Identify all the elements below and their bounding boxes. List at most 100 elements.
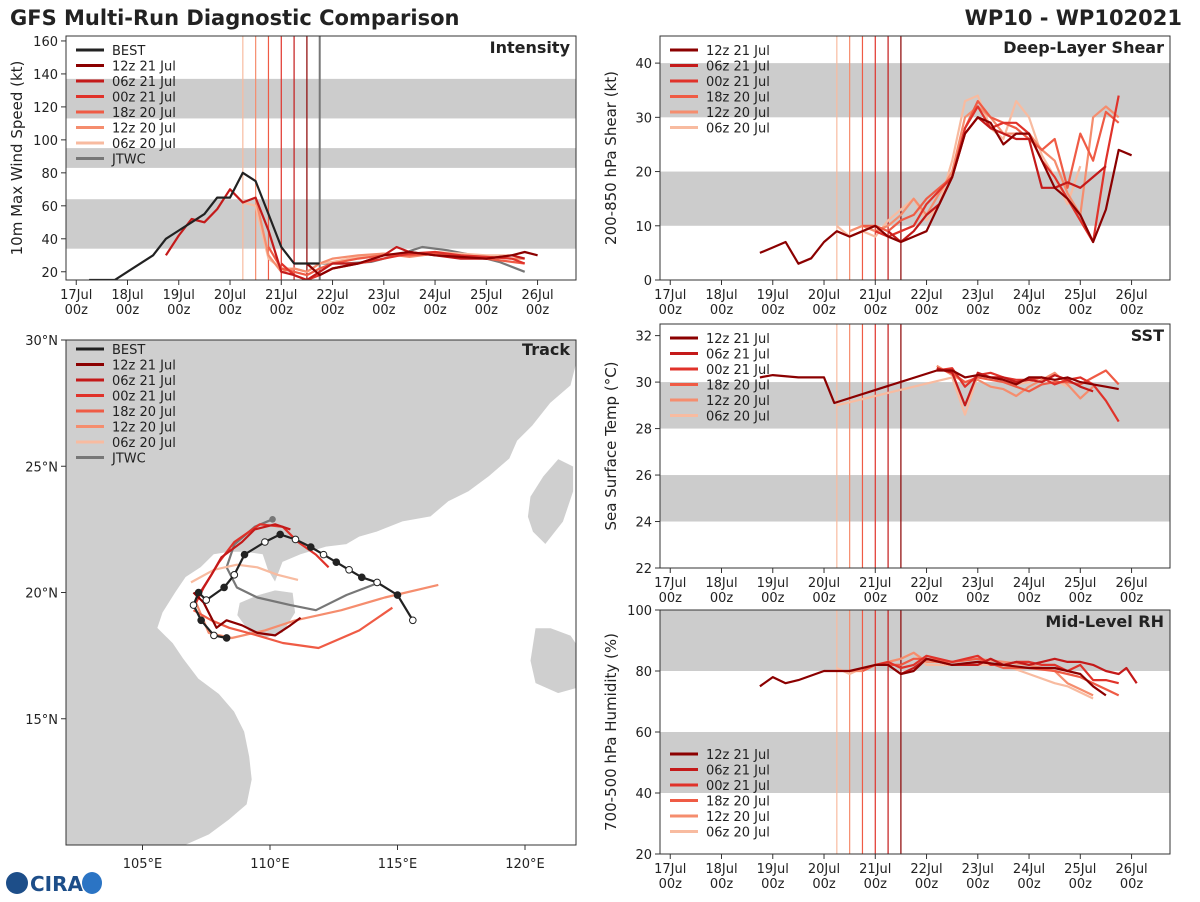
x-tick-label: 17Jul: [60, 288, 92, 303]
series-line-12z-21-jul: [759, 116, 1133, 265]
x-tick-label: 19Jul: [757, 576, 789, 591]
panel-title: Mid-Level RH: [1045, 612, 1164, 631]
best-track-point: [345, 565, 353, 574]
y-tick-label: 22: [635, 562, 652, 577]
legend-label: 12z 20 Jul: [706, 394, 770, 409]
legend-label: 00z 21 Jul: [706, 363, 770, 378]
x-tick-label: 00z: [915, 877, 939, 892]
x-tick-label: 19Jul: [757, 288, 789, 303]
plot-frame: [659, 323, 1171, 569]
x-tick-label: 20Jul: [808, 288, 840, 303]
best-track-point: [202, 596, 211, 604]
x-tick-label: 00z: [659, 303, 683, 318]
jtwc-track-point: [269, 515, 276, 523]
x-tick-label: 00z: [116, 303, 140, 318]
rh-panel: 2040608010017Jul00z18Jul00z19Jul00z20Jul…: [602, 604, 1171, 892]
x-tick-label: 23Jul: [962, 288, 994, 303]
best-track-point: [319, 550, 328, 559]
x-tick-label: 24Jul: [1013, 576, 1045, 591]
y-tick-label: 20: [635, 848, 652, 863]
x-tick-label: 24Jul: [419, 288, 451, 303]
legend-label: 06z 20 Jul: [112, 137, 176, 152]
legend-label: 18z 20 Jul: [706, 91, 770, 106]
lat-label: 20°N: [25, 587, 58, 602]
series-line-12z-21-jul: [759, 657, 1107, 697]
x-tick-label: 19Jul: [757, 862, 789, 877]
legend-label: 12z 21 Jul: [706, 44, 770, 59]
x-tick-label: 25Jul: [470, 288, 502, 303]
x-tick-label: 21Jul: [265, 288, 297, 303]
y-tick-label: 40: [635, 787, 652, 802]
y-tick-label: 120: [33, 101, 58, 116]
intensity-panel: 2040608010012014016017Jul00z18Jul00z19Ju…: [8, 35, 577, 318]
shaded-band: [660, 610, 1170, 671]
storm-id: WP10 - WP102021: [964, 6, 1182, 30]
panel-title: Intensity: [490, 38, 571, 57]
legend-label: 12z 20 Jul: [112, 122, 176, 137]
x-tick-label: 26Jul: [1115, 288, 1147, 303]
lat-label: 15°N: [25, 713, 58, 728]
series-line-06z-21-jul: [887, 116, 1107, 244]
x-tick-label: 00z: [966, 303, 990, 318]
x-tick-label: 17Jul: [654, 288, 686, 303]
y-tick-label: 140: [33, 68, 58, 83]
x-tick-label: 18Jul: [705, 862, 737, 877]
x-tick-label: 21Jul: [859, 862, 891, 877]
shaded-band: [660, 382, 1170, 429]
legend-label: 06z 21 Jul: [112, 75, 176, 90]
y-tick-label: 32: [635, 330, 652, 345]
series-line-12z-21-jul: [306, 250, 538, 277]
y-axis-label: 10m Max Wind Speed (kt): [8, 61, 26, 256]
x-tick-label: 25Jul: [1064, 288, 1096, 303]
legend-label: 06z 21 Jul: [706, 348, 770, 363]
y-tick-label: 60: [635, 726, 652, 741]
shear-panel: 01020304017Jul00z18Jul00z19Jul00z20Jul00…: [602, 35, 1171, 318]
x-tick-label: 00z: [761, 591, 785, 606]
x-tick-label: 20Jul: [808, 862, 840, 877]
x-tick-label: 00z: [1120, 877, 1144, 892]
track-line-06z-21-jul: [197, 523, 291, 596]
lat-label: 30°N: [25, 334, 58, 349]
x-tick-label: 00z: [1069, 877, 1093, 892]
x-tick-label: 26Jul: [1115, 576, 1147, 591]
y-tick-label: 40: [635, 57, 652, 72]
lon-label: 110°E: [250, 857, 290, 872]
x-tick-label: 21Jul: [859, 288, 891, 303]
x-tick-label: 24Jul: [1013, 862, 1045, 877]
plot-frame: [659, 35, 1171, 281]
x-tick-label: 00z: [475, 303, 499, 318]
x-tick-label: 00z: [1069, 591, 1093, 606]
x-tick-label: 00z: [423, 303, 447, 318]
logo-text: CIRA: [30, 872, 84, 896]
x-tick-label: 26Jul: [1115, 862, 1147, 877]
x-tick-label: 00z: [321, 303, 345, 318]
panel-title: SST: [1131, 326, 1164, 345]
shaded-band: [66, 199, 576, 249]
legend-label: 18z 20 Jul: [112, 405, 176, 420]
x-tick-label: 00z: [659, 877, 683, 892]
y-tick-label: 80: [41, 167, 58, 182]
legend-label: JTWC: [111, 153, 146, 168]
x-tick-label: 18Jul: [705, 576, 737, 591]
y-tick-label: 10: [635, 220, 652, 235]
x-tick-label: 00z: [1120, 591, 1144, 606]
legend-label: 06z 21 Jul: [706, 764, 770, 779]
best-track-point: [332, 558, 341, 567]
track-line-12z-21-jul: [192, 591, 302, 637]
best-track-point: [393, 591, 402, 599]
best-track-point: [373, 578, 381, 587]
best-track-point: [230, 571, 239, 579]
y-tick-label: 20: [41, 266, 58, 281]
x-tick-label: 21Jul: [859, 576, 891, 591]
y-tick-label: 160: [33, 35, 58, 50]
x-tick-label: 00z: [915, 591, 939, 606]
x-tick-label: 00z: [812, 591, 836, 606]
best-track-point: [307, 543, 315, 551]
legend-label: 18z 20 Jul: [706, 795, 770, 810]
globe-icon: [6, 872, 28, 894]
x-tick-label: 00z: [1017, 591, 1041, 606]
x-tick-label: 00z: [372, 303, 396, 318]
best-track-point: [276, 530, 285, 539]
x-tick-label: 00z: [526, 303, 550, 318]
